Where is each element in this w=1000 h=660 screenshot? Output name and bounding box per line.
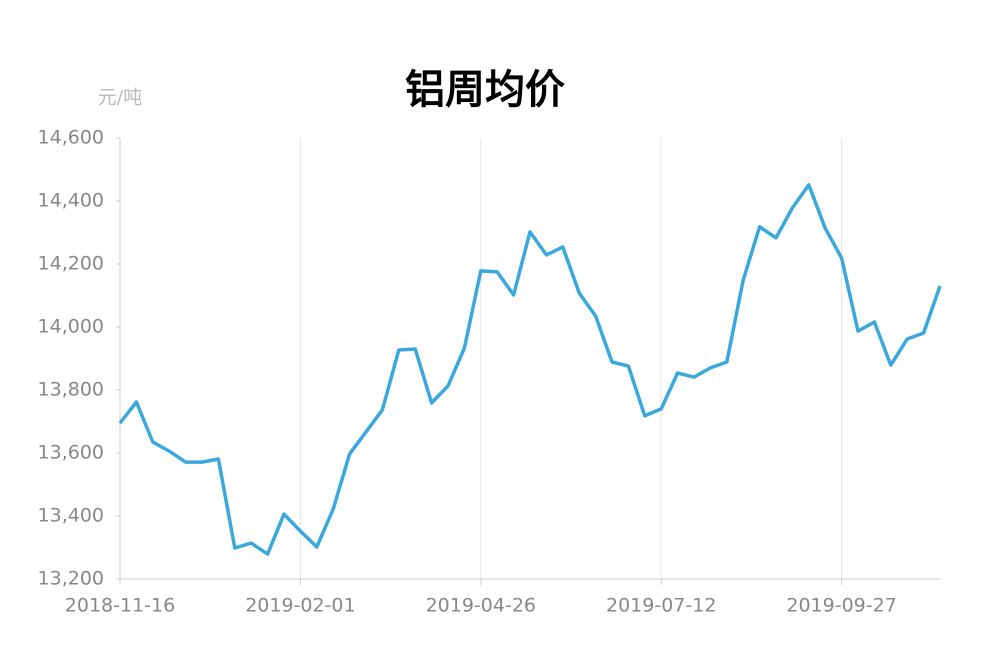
y-tick-label: 13,400: [38, 505, 104, 527]
y-tick-label: 14,600: [38, 127, 104, 149]
y-tick-label: 14,200: [38, 253, 104, 275]
y-tick-label: 13,600: [38, 442, 104, 464]
x-tick-label: 2018-11-16: [65, 595, 175, 617]
chart-title: 铝周均价: [405, 67, 565, 113]
x-tick-label: 2019-07-12: [606, 595, 716, 617]
y-tick-label: 14,000: [38, 316, 104, 338]
x-tick-label: 2019-09-27: [786, 595, 896, 617]
x-tick-label: 2019-02-01: [245, 595, 355, 617]
y-tick-label: 13,200: [38, 568, 104, 590]
y-unit-label: 元/吨: [98, 87, 142, 109]
data-line: [118, 183, 942, 556]
y-tick-label: 13,800: [38, 379, 104, 401]
x-tick-label: 2019-04-26: [426, 595, 536, 617]
y-tick-label: 14,400: [38, 190, 104, 212]
